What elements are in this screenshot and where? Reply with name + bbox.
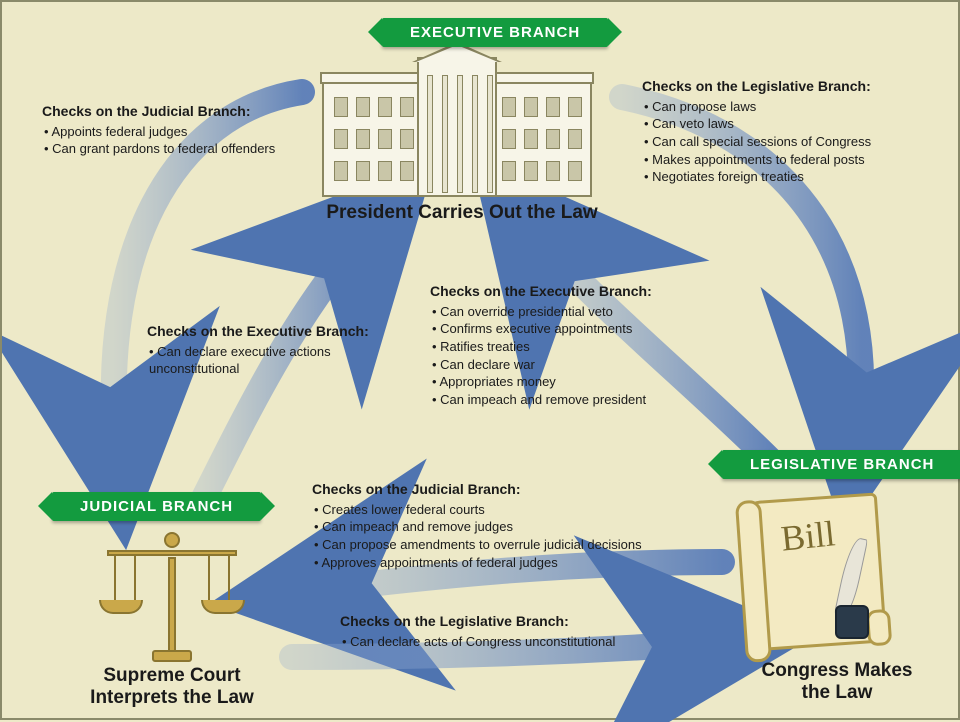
jud-on-legislative: Checks on the Legislative Branch: Can de… bbox=[340, 612, 670, 650]
legislative-caption: Congress Makes the Law bbox=[742, 660, 932, 704]
legislative-banner: LEGISLATIVE BRANCH bbox=[722, 450, 960, 479]
executive-caption: President Carries Out the Law bbox=[322, 202, 602, 224]
leg-on-executive: Checks on the Executive Branch: Can over… bbox=[430, 282, 730, 408]
bill-icon: Bill bbox=[747, 497, 897, 652]
check-item: Can propose laws bbox=[644, 98, 952, 116]
check-item: Appropriates money bbox=[432, 373, 730, 391]
bill-label: Bill bbox=[779, 512, 837, 559]
check-item: Can declare acts of Congress unconstitut… bbox=[342, 633, 670, 651]
check-item: Can veto laws bbox=[644, 115, 952, 133]
check-item: Can grant pardons to federal offenders bbox=[44, 140, 302, 158]
check-item: Approves appointments of federal judges bbox=[314, 554, 652, 572]
judicial-caption: Supreme Court Interprets the Law bbox=[62, 665, 282, 709]
check-item: Can impeach and remove president bbox=[432, 391, 730, 409]
check-item: Can propose amendments to overrule judic… bbox=[314, 536, 652, 554]
check-item: Can declare executive actions unconstitu… bbox=[149, 343, 417, 378]
check-item: Negotiates foreign treaties bbox=[644, 168, 952, 186]
check-item: Creates lower federal courts bbox=[314, 501, 652, 519]
exec-on-judicial: Checks on the Judicial Branch: Appoints … bbox=[42, 102, 302, 158]
check-item: Can impeach and remove judges bbox=[314, 518, 652, 536]
judicial-banner: JUDICIAL BRANCH bbox=[52, 492, 261, 521]
executive-banner: EXECUTIVE BRANCH bbox=[382, 18, 608, 47]
whitehouse-icon bbox=[322, 57, 592, 197]
check-item: Can declare war bbox=[432, 356, 730, 374]
exec-on-legislative: Checks on the Legislative Branch: Can pr… bbox=[642, 77, 952, 186]
check-item: Confirms executive appointments bbox=[432, 320, 730, 338]
check-item: Appoints federal judges bbox=[44, 123, 302, 141]
jud-on-executive: Checks on the Executive Branch: Can decl… bbox=[147, 322, 417, 378]
check-item: Makes appointments to federal posts bbox=[644, 151, 952, 169]
leg-on-judicial: Checks on the Judicial Branch: Creates l… bbox=[312, 480, 652, 571]
check-item: Can override presidential veto bbox=[432, 303, 730, 321]
check-item: Ratifies treaties bbox=[432, 338, 730, 356]
scales-icon bbox=[97, 522, 247, 662]
check-item: Can call special sessions of Congress bbox=[644, 133, 952, 151]
